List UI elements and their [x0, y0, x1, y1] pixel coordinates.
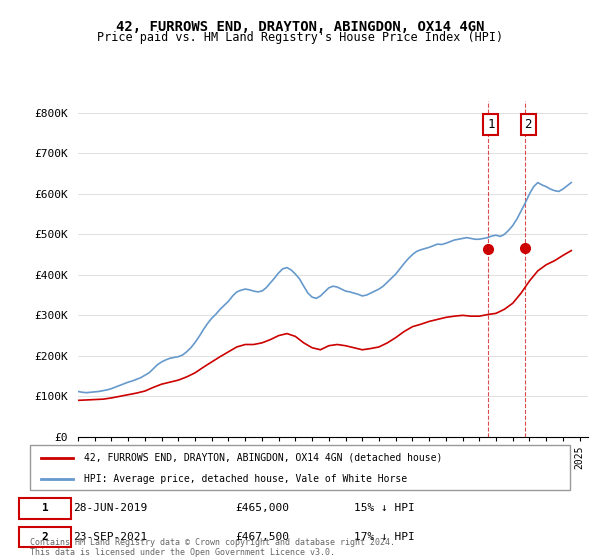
- Text: HPI: Average price, detached house, Vale of White Horse: HPI: Average price, detached house, Vale…: [84, 474, 407, 484]
- Text: Price paid vs. HM Land Registry's House Price Index (HPI): Price paid vs. HM Land Registry's House …: [97, 31, 503, 44]
- Text: 1: 1: [42, 503, 49, 514]
- FancyBboxPatch shape: [30, 445, 570, 490]
- Text: 15% ↓ HPI: 15% ↓ HPI: [354, 503, 415, 514]
- Text: £467,500: £467,500: [235, 532, 289, 542]
- Text: 2: 2: [42, 532, 49, 542]
- Text: 28-JUN-2019: 28-JUN-2019: [73, 503, 148, 514]
- Text: Contains HM Land Registry data © Crown copyright and database right 2024.
This d: Contains HM Land Registry data © Crown c…: [30, 538, 395, 557]
- Text: 42, FURROWS END, DRAYTON, ABINGDON, OX14 4GN: 42, FURROWS END, DRAYTON, ABINGDON, OX14…: [116, 20, 484, 34]
- Text: 2: 2: [524, 118, 532, 131]
- FancyBboxPatch shape: [19, 527, 71, 547]
- Text: 23-SEP-2021: 23-SEP-2021: [73, 532, 148, 542]
- Text: 42, FURROWS END, DRAYTON, ABINGDON, OX14 4GN (detached house): 42, FURROWS END, DRAYTON, ABINGDON, OX14…: [84, 452, 442, 463]
- Text: £465,000: £465,000: [235, 503, 289, 514]
- Text: 17% ↓ HPI: 17% ↓ HPI: [354, 532, 415, 542]
- FancyBboxPatch shape: [19, 498, 71, 519]
- Text: 1: 1: [487, 118, 494, 131]
